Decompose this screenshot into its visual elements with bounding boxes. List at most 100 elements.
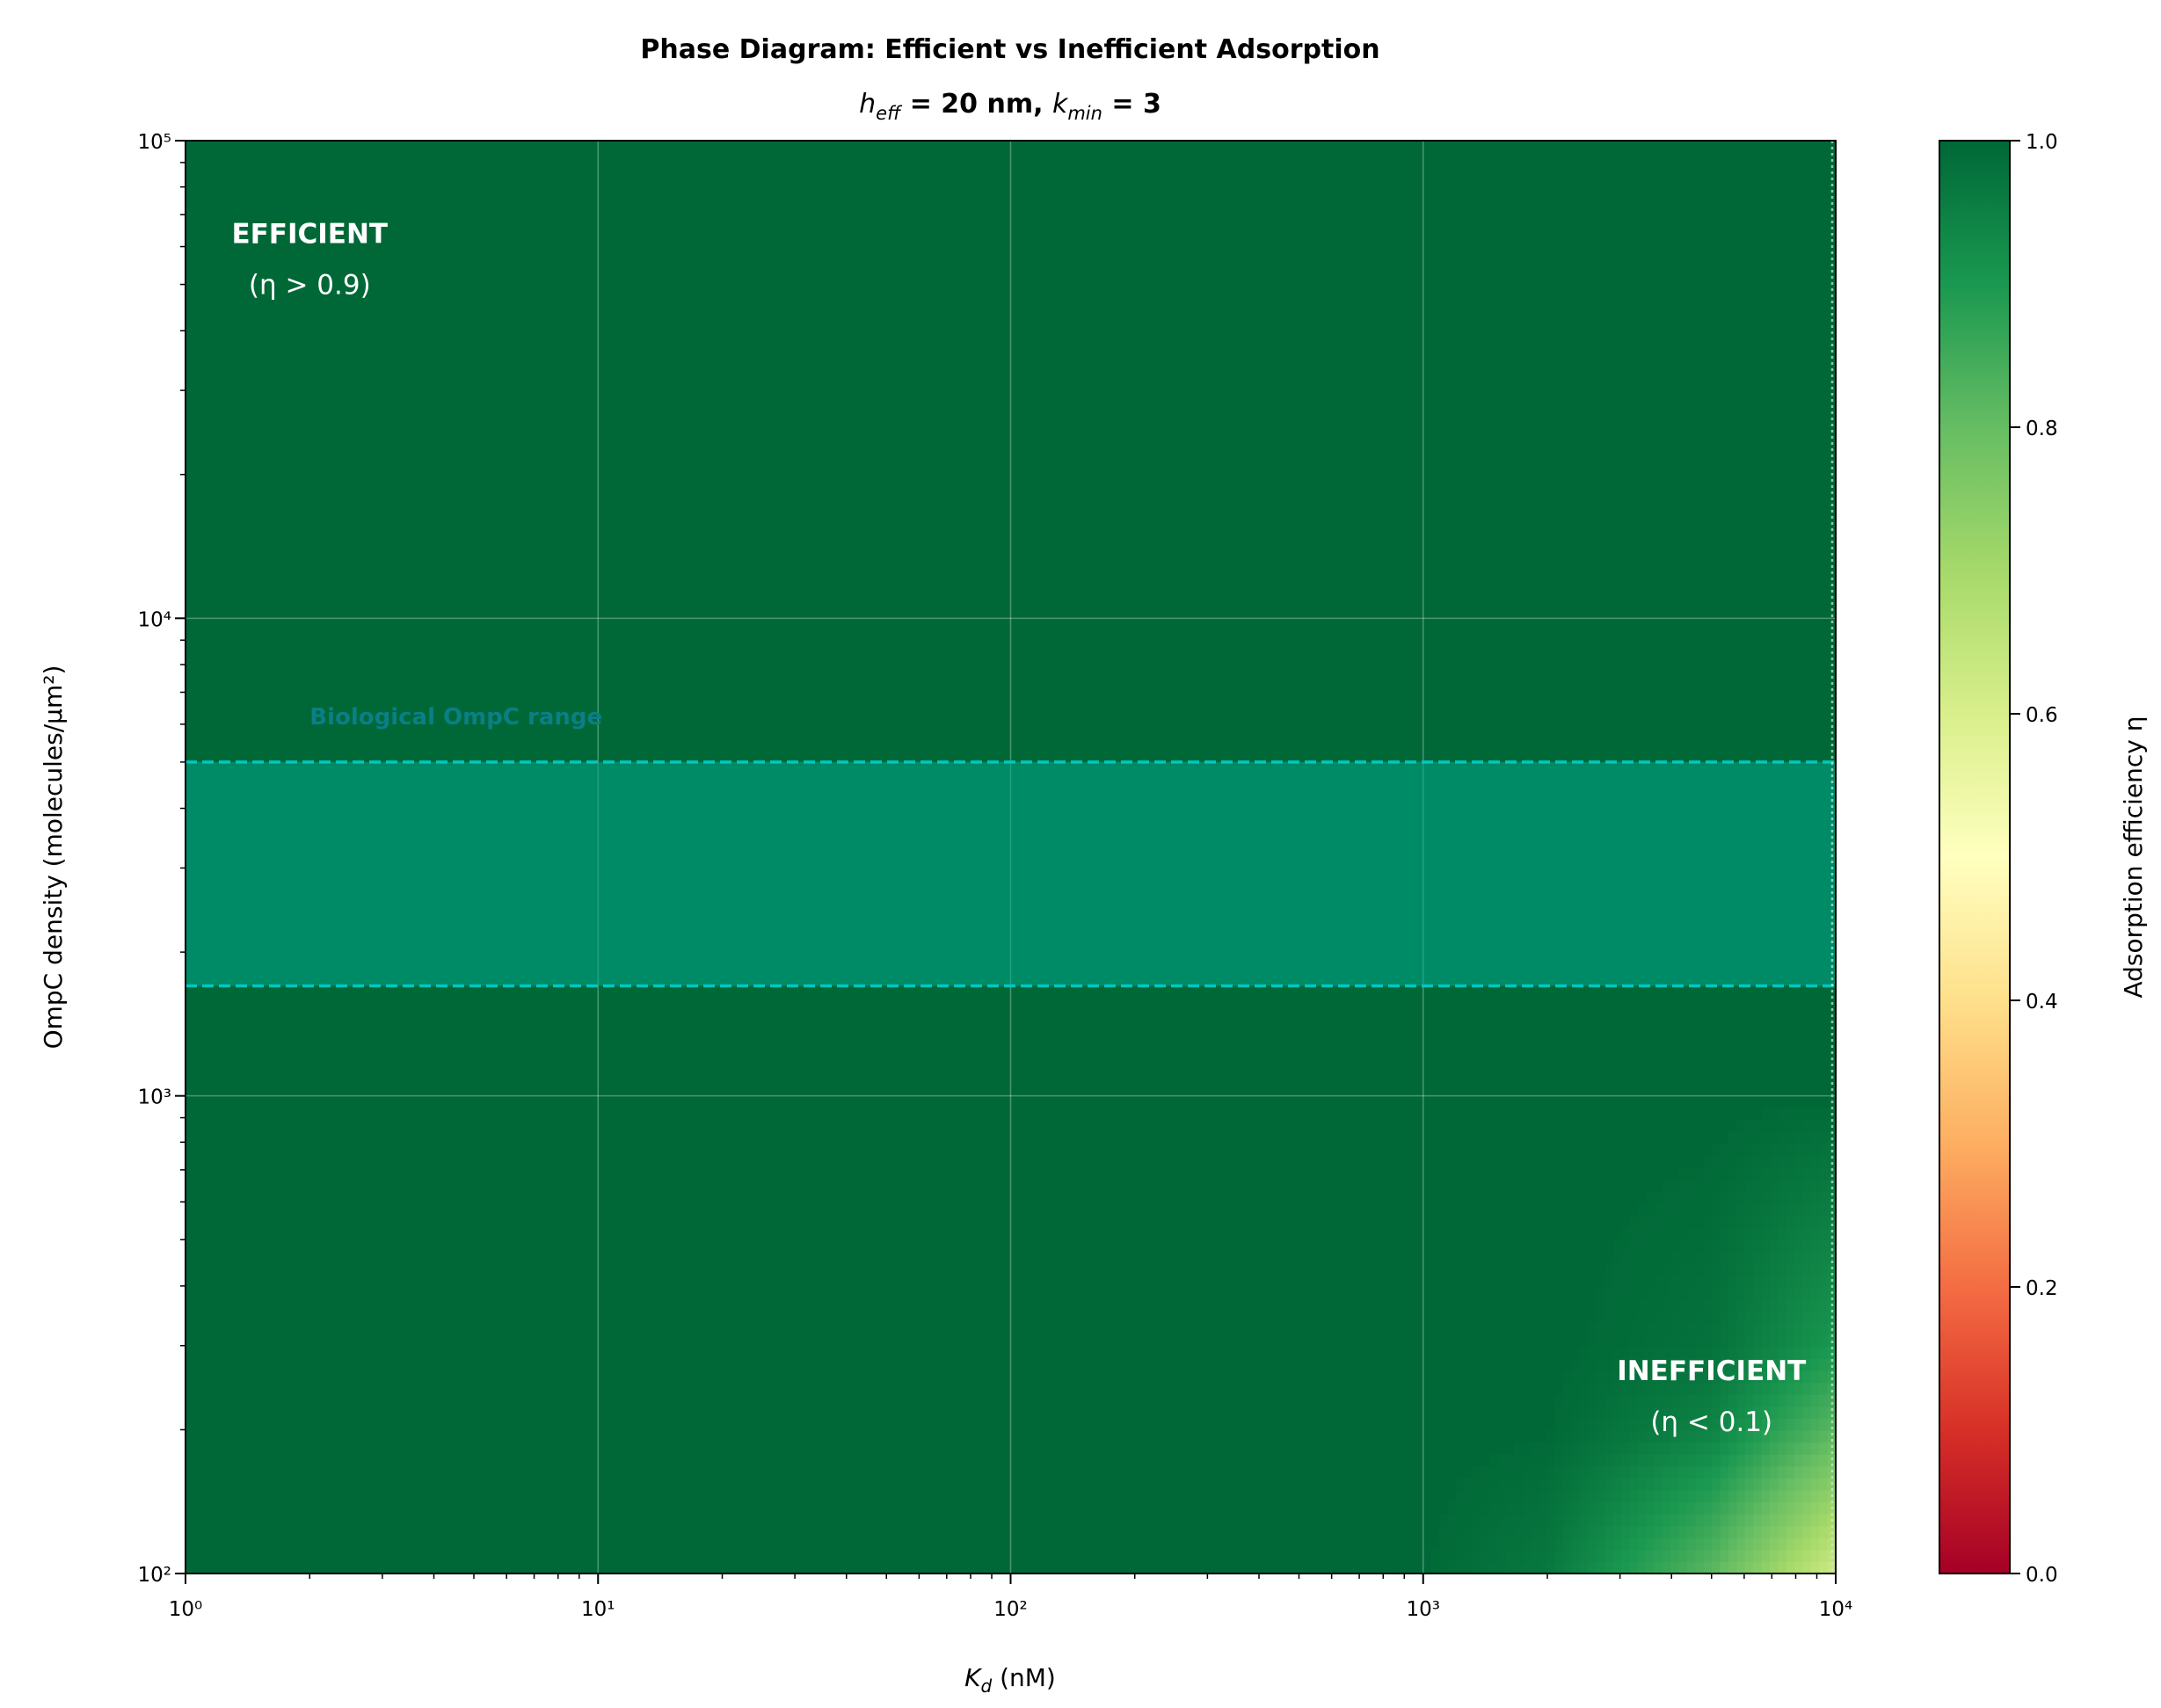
heatmap-cell [1819,1262,1829,1276]
heatmap-cell [1678,1262,1688,1276]
heatmap-cell [1736,1334,1746,1348]
heatmap-cell [1744,1501,1754,1515]
heatmap-cell [1712,1179,1721,1192]
heatmap-cell [1612,1358,1622,1371]
heatmap-cell [1695,1454,1705,1467]
heatmap-cell [1819,1275,1829,1288]
heatmap-cell [1464,1525,1473,1538]
heatmap-cell [1620,1334,1630,1348]
heatmap-cell [1464,1501,1473,1515]
heatmap-cell [1802,1394,1812,1407]
heatmap-cell [1563,1489,1573,1503]
heatmap-cell [1571,1561,1581,1574]
heatmap-cell [1670,1227,1680,1240]
heatmap-cell [1819,1239,1829,1252]
heatmap-cell [1596,1465,1605,1479]
heatmap-cell [1753,1131,1763,1145]
heatmap-cell [1530,1514,1539,1527]
heatmap-cell [1794,1442,1804,1455]
heatmap-cell [1637,1287,1647,1300]
heatmap-cell [1497,1501,1507,1515]
heatmap-cell [1554,1465,1564,1479]
heatmap-cell [1580,1525,1590,1538]
heatmap-cell [1546,1537,1556,1551]
heatmap-cell [1761,1489,1771,1503]
heatmap-cell [1596,1501,1605,1515]
heatmap-cell [1604,1358,1614,1371]
heatmap-cell [1530,1501,1539,1515]
heatmap-cell [1522,1525,1532,1538]
heatmap-cell [1662,1489,1671,1503]
heatmap-cell [1687,1179,1697,1192]
heatmap-cell [1802,1131,1812,1145]
heatmap-cell [1513,1465,1523,1479]
heatmap-cell [1620,1442,1630,1455]
heatmap-cell [1563,1478,1573,1491]
heatmap-cell [1539,1525,1548,1538]
heatmap-cell [1712,1239,1721,1252]
heatmap-cell [1588,1406,1597,1420]
heatmap-cell [1473,1549,1482,1563]
heatmap-cell [1712,1489,1721,1503]
heatmap-cell [1736,1537,1746,1551]
heatmap-cell [1596,1311,1605,1324]
heatmap-cell [1827,1227,1837,1240]
heatmap-cell [1612,1525,1622,1538]
heatmap-cell [1712,1478,1721,1491]
heatmap-cell [1678,1191,1688,1204]
heatmap-cell [1810,1203,1820,1217]
heatmap-cell [1786,1358,1795,1371]
heatmap-cell [1794,1191,1804,1204]
heatmap-cell [1827,1358,1837,1371]
heatmap-cell [1819,1514,1829,1527]
heatmap-cell [1778,1561,1787,1574]
heatmap-cell [1522,1454,1532,1467]
heatmap-cell [1810,1298,1820,1312]
heatmap-cell [1637,1489,1647,1503]
heatmap-cell [1687,1322,1697,1335]
heatmap-cell [1802,1549,1812,1563]
heatmap-cell [1612,1298,1622,1312]
heatmap-cell [1530,1478,1539,1491]
heatmap-cell [1637,1418,1647,1431]
heatmap-cell [1794,1418,1804,1431]
heatmap-cell [1703,1489,1713,1503]
colorbar-tick-label: 0.6 [2026,704,2058,727]
heatmap-cell [1720,1418,1729,1431]
heatmap-cell [1744,1406,1754,1420]
heatmap-cell [1778,1287,1787,1300]
heatmap-cell [1794,1298,1804,1312]
heatmap-cell [1695,1179,1705,1192]
heatmap-cell [1662,1322,1671,1335]
heatmap-cell [1695,1370,1705,1384]
heatmap-cell [1497,1514,1507,1527]
heatmap-cell [1695,1514,1705,1527]
heatmap-cell [1637,1334,1647,1348]
heatmap-cell [1563,1370,1573,1384]
heatmap-cell [1712,1549,1721,1563]
heatmap-cell [1563,1561,1573,1574]
heatmap-cell [1646,1227,1655,1240]
heatmap-cell [1744,1465,1754,1479]
heatmap-cell [1703,1537,1713,1551]
heatmap-cell [1497,1478,1507,1491]
heatmap-cell [1778,1179,1787,1192]
heatmap-cell [1654,1561,1663,1574]
heatmap-cell [1620,1275,1630,1288]
heatmap-cell [1695,1358,1705,1371]
heatmap-cell [1488,1525,1498,1538]
heatmap-cell [1580,1394,1590,1407]
heatmap-cell [1753,1298,1763,1312]
heatmap-cell [1662,1262,1671,1276]
heatmap-cell [1695,1561,1705,1574]
heatmap-cell [1827,1251,1837,1264]
heatmap-cell [1522,1442,1532,1455]
heatmap-cell [1810,1478,1820,1491]
heatmap-cell [1819,1394,1829,1407]
heatmap-cell [1703,1394,1713,1407]
heatmap-cell [1769,1262,1779,1276]
heatmap-cell [1522,1514,1532,1527]
heatmap-cell [1687,1406,1697,1420]
heatmap-cell [1810,1275,1820,1288]
heatmap-cell [1720,1167,1729,1181]
